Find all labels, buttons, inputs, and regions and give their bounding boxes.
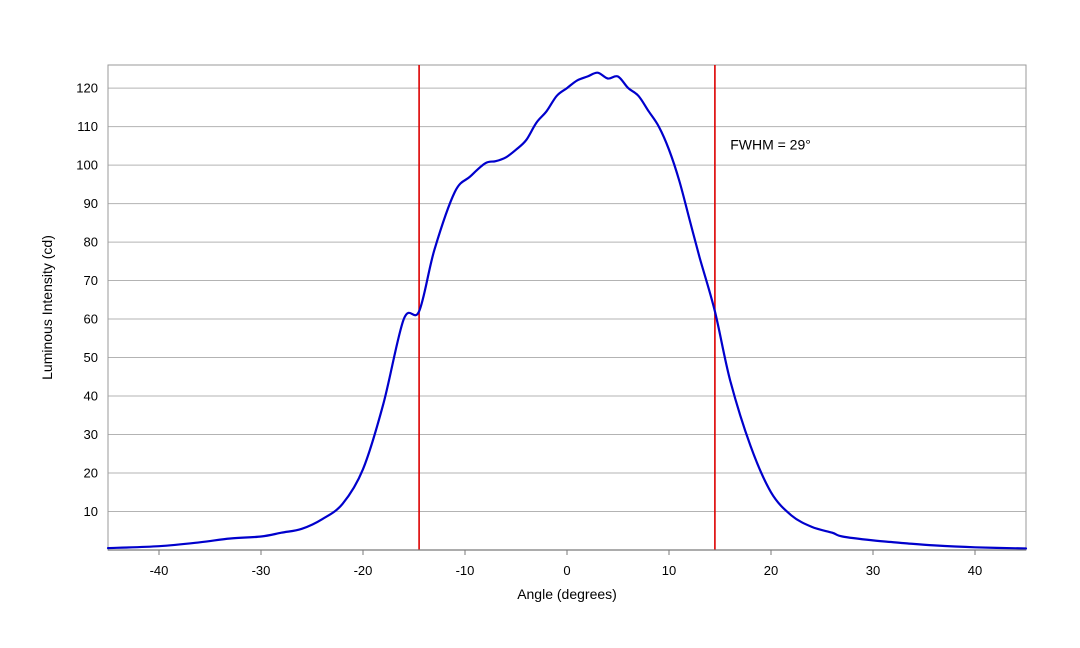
x-tick-label: 0 — [563, 563, 570, 578]
x-tick-label: 30 — [866, 563, 880, 578]
fwhm-markers — [418, 65, 716, 550]
x-axis-title: Angle (degrees) — [517, 586, 617, 602]
fwhm-annotation: FWHM = 29° — [730, 137, 811, 153]
y-tick-label: 40 — [84, 389, 98, 404]
x-tick-label: -30 — [252, 563, 271, 578]
x-tick-label: -10 — [456, 563, 475, 578]
gridlines — [108, 87, 1026, 513]
plot-frame — [107, 64, 1027, 551]
y-axis-title: Luminous Intensity (cd) — [39, 235, 55, 380]
y-tick-label: 110 — [77, 119, 98, 134]
y-tick-label: 60 — [84, 312, 98, 327]
y-tick-label: 70 — [84, 273, 98, 288]
y-axis: 10 20 30 40 50 60 70 80 90 100 110 120 — [76, 81, 98, 519]
series-line — [106, 71, 1028, 550]
y-tick-label: 100 — [76, 158, 98, 173]
x-tick-label: -40 — [150, 563, 169, 578]
y-tick-label: 10 — [84, 504, 98, 519]
y-tick-label: 80 — [84, 235, 98, 250]
x-tick-label: -20 — [354, 563, 373, 578]
x-tick-label: 10 — [662, 563, 676, 578]
x-tick-label: 20 — [764, 563, 778, 578]
y-tick-label: 90 — [84, 196, 98, 211]
x-axis: -40 -30 -20 -10 0 10 20 30 40 — [108, 549, 1026, 578]
y-tick-label: 30 — [84, 427, 98, 442]
y-tick-label: 50 — [84, 350, 98, 365]
y-tick-label: 120 — [76, 81, 98, 96]
x-tick-label: 40 — [968, 563, 982, 578]
y-tick-label: 20 — [84, 466, 98, 481]
